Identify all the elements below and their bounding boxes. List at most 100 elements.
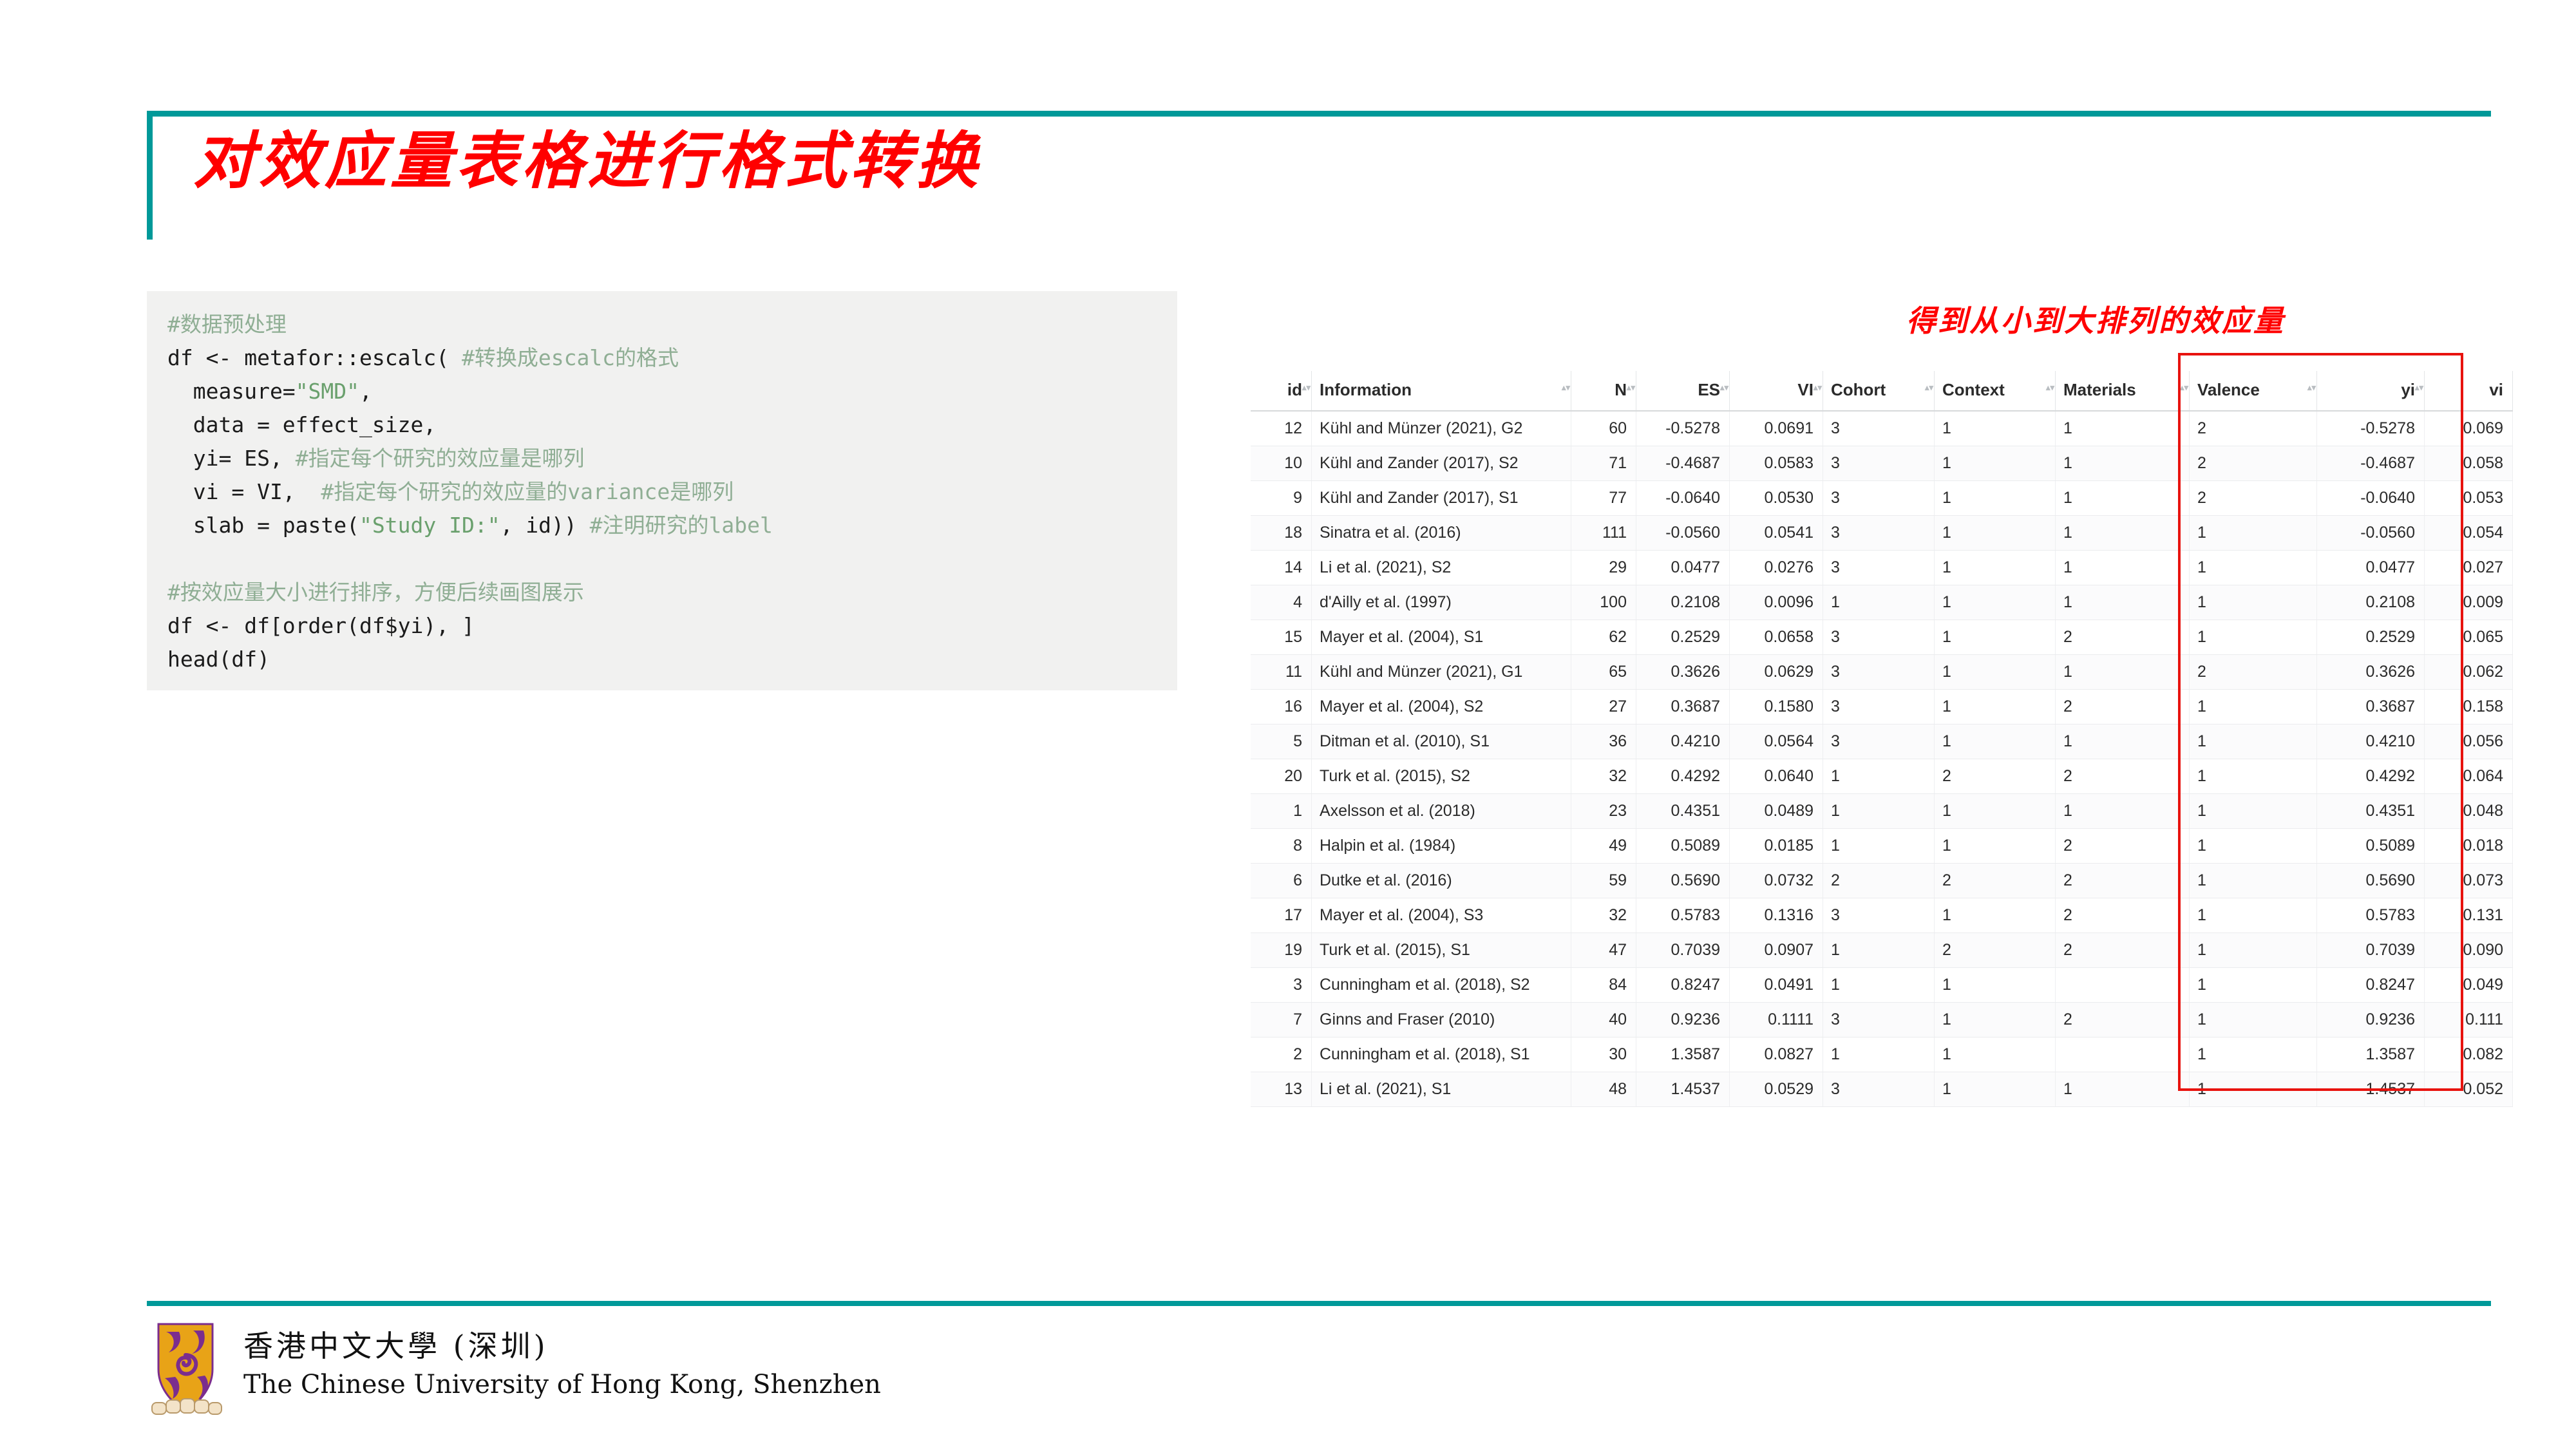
cell-info: d'Ailly et al. (1997) — [1311, 585, 1571, 620]
cell-vi_col: 0.0732 — [1729, 863, 1823, 898]
cell-materials: 2 — [2055, 828, 2190, 864]
column-header-yi[interactable]: yi ▴▾ — [2316, 371, 2425, 412]
table-row[interactable]: 12 Kühl and Münzer (2021), G2 60 -0.5278 0.0… — [1251, 411, 2513, 446]
table-row[interactable]: 8 Halpin et al. (1984) 49 0.5089 0.0185 1 1 2 1 0… — [1251, 828, 2513, 864]
cell-n: 23 — [1571, 793, 1636, 829]
cell-info: Ginns and Fraser (2010) — [1311, 1002, 1571, 1037]
cell-context: 1 — [1934, 898, 2056, 933]
table-row[interactable]: 19 Turk et al. (2015), S1 47 0.7039 0.0907 1 2… — [1251, 933, 2513, 968]
cell-context: 1 — [1934, 689, 2056, 724]
cell-id: 20 — [1251, 759, 1312, 794]
column-header-vi_col[interactable]: VI ▴▾ — [1729, 371, 1823, 412]
table-row[interactable]: 9 Kühl and Zander (2017), S1 77 -0.0640 0.05… — [1251, 480, 2513, 516]
cell-valence: 1 — [2189, 863, 2317, 898]
cell-es: 0.3687 — [1636, 689, 1730, 724]
sort-toggle-icon[interactable]: ▴▾ — [1925, 382, 1934, 392]
cell-vi: 0.131 — [2424, 898, 2513, 933]
cell-cohort: 3 — [1823, 689, 1935, 724]
cell-id: 3 — [1251, 967, 1312, 1003]
cell-yi: 0.3626 — [2316, 654, 2425, 690]
table-row[interactable]: 10 Kühl and Zander (2017), S2 71 -0.4687 0.0… — [1251, 446, 2513, 481]
cell-context: 2 — [1934, 933, 2056, 968]
cell-materials: 1 — [2055, 515, 2190, 551]
sort-toggle-icon[interactable]: ▴▾ — [1562, 382, 1571, 392]
table-row[interactable]: 16 Mayer et al. (2004), S2 27 0.3687 0.1580 3… — [1251, 689, 2513, 724]
sort-toggle-icon[interactable]: ▴▾ — [1627, 382, 1636, 392]
cell-id: 8 — [1251, 828, 1312, 864]
column-header-id[interactable]: id ▴▾ — [1251, 371, 1312, 412]
cell-es: 0.3626 — [1636, 654, 1730, 690]
cell-n: 40 — [1571, 1002, 1636, 1037]
column-header-es[interactable]: ES ▴▾ — [1636, 371, 1730, 412]
table-row[interactable]: 14 Li et al. (2021), S2 29 0.0477 0.0276 3 1 1 1… — [1251, 550, 2513, 585]
cell-vi: 0.073 — [2424, 863, 2513, 898]
cell-context: 1 — [1934, 585, 2056, 620]
cell-yi: 0.3687 — [2316, 689, 2425, 724]
cell-es: -0.0560 — [1636, 515, 1730, 551]
sort-toggle-icon[interactable]: ▴▾ — [1814, 382, 1823, 392]
cell-es: 0.5783 — [1636, 898, 1730, 933]
cell-vi: 0.048 — [2424, 793, 2513, 829]
table-row[interactable]: 6 Dutke et al. (2016) 59 0.5690 0.0732 2 2 2 1 0.… — [1251, 863, 2513, 898]
table-row[interactable]: 5 Ditman et al. (2010), S1 36 0.4210 0.0564 3… — [1251, 724, 2513, 759]
column-header-context[interactable]: Context ▴▾ — [1934, 371, 2056, 412]
column-header-valence[interactable]: Valence ▴▾ — [2189, 371, 2317, 412]
sort-toggle-icon[interactable]: ▴▾ — [2180, 382, 2189, 392]
sort-toggle-icon[interactable]: ▴▾ — [2046, 382, 2055, 392]
table-row[interactable]: 7 Ginns and Fraser (2010) 40 0.9236 0.1111 3 1… — [1251, 1002, 2513, 1037]
cell-yi: 0.7039 — [2316, 933, 2425, 968]
cell-n: 65 — [1571, 654, 1636, 690]
code-token-string: "SMD" — [295, 379, 360, 404]
column-header-n[interactable]: N ▴▾ — [1571, 371, 1636, 412]
cell-info: Kühl and Zander (2017), S2 — [1311, 446, 1571, 481]
code-line: #数据预处理 — [167, 308, 1158, 341]
cell-yi: 1.4537 — [2316, 1072, 2425, 1107]
cell-cohort: 1 — [1823, 828, 1935, 864]
column-header-materials[interactable]: Materials ▴▾ — [2055, 371, 2190, 412]
cell-yi: 1.3587 — [2316, 1037, 2425, 1072]
cell-id: 9 — [1251, 480, 1312, 516]
column-header-info[interactable]: Information ▴▾ — [1311, 371, 1571, 412]
cell-cohort: 3 — [1823, 515, 1935, 551]
cell-vi: 0.090 — [2424, 933, 2513, 968]
table-row[interactable]: 15 Mayer et al. (2004), S1 62 0.2529 0.0658 3… — [1251, 620, 2513, 655]
cell-vi_col: 0.0096 — [1729, 585, 1823, 620]
sort-toggle-icon[interactable]: ▴▾ — [1720, 382, 1729, 392]
column-header-cohort[interactable]: Cohort ▴▾ — [1823, 371, 1935, 412]
table-row[interactable]: 2 Cunningham et al. (2018), S1 30 1.3587 0.0… — [1251, 1037, 2513, 1072]
cell-context: 1 — [1934, 1072, 2056, 1107]
cell-cohort: 1 — [1823, 759, 1935, 794]
table-row[interactable]: 20 Turk et al. (2015), S2 32 0.4292 0.0640 1 2… — [1251, 759, 2513, 794]
table-row[interactable]: 3 Cunningham et al. (2018), S2 84 0.8247 0.0… — [1251, 967, 2513, 1003]
cell-materials: 2 — [2055, 1002, 2190, 1037]
cell-vi: 0.062 — [2424, 654, 2513, 690]
cell-context: 1 — [1934, 620, 2056, 655]
column-header-label: id — [1287, 380, 1302, 399]
cell-info: Dutke et al. (2016) — [1311, 863, 1571, 898]
sort-toggle-icon[interactable]: ▴▾ — [2307, 382, 2316, 392]
table-row[interactable]: 11 Kühl and Münzer (2021), G1 65 0.3626 0.06… — [1251, 654, 2513, 690]
cell-id: 11 — [1251, 654, 1312, 690]
cell-n: 32 — [1571, 759, 1636, 794]
code-token-plain — [167, 546, 180, 571]
cell-n: 29 — [1571, 550, 1636, 585]
table-row[interactable]: 1 Axelsson et al. (2018) 23 0.4351 0.0489 1 1 1… — [1251, 793, 2513, 829]
code-token-plain: , — [359, 379, 372, 404]
column-header-vi[interactable]: vi — [2424, 371, 2513, 412]
table-row[interactable]: 4 d'Ailly et al. (1997) 100 0.2108 0.0096 1 1 1… — [1251, 585, 2513, 620]
table-row[interactable]: 13 Li et al. (2021), S1 48 1.4537 0.0529 3 1 1 1… — [1251, 1072, 2513, 1107]
table-row[interactable]: 18 Sinatra et al. (2016) 111 -0.0560 0.0541 3… — [1251, 515, 2513, 551]
cell-cohort: 1 — [1823, 1037, 1935, 1072]
cell-es: 0.7039 — [1636, 933, 1730, 968]
code-token-plain: df <- metafor::escalc( — [167, 345, 462, 370]
cell-id: 18 — [1251, 515, 1312, 551]
cell-info: Turk et al. (2015), S1 — [1311, 933, 1571, 968]
sort-toggle-icon[interactable]: ▴▾ — [2415, 382, 2424, 392]
cell-n: 59 — [1571, 863, 1636, 898]
cell-id: 15 — [1251, 620, 1312, 655]
sort-toggle-icon[interactable]: ▴▾ — [1302, 382, 1311, 392]
table-row[interactable]: 17 Mayer et al. (2004), S3 32 0.5783 0.1316 3… — [1251, 898, 2513, 933]
cell-materials: 1 — [2055, 411, 2190, 446]
cell-info: Li et al. (2021), S1 — [1311, 1072, 1571, 1107]
cell-vi_col: 0.0583 — [1729, 446, 1823, 481]
